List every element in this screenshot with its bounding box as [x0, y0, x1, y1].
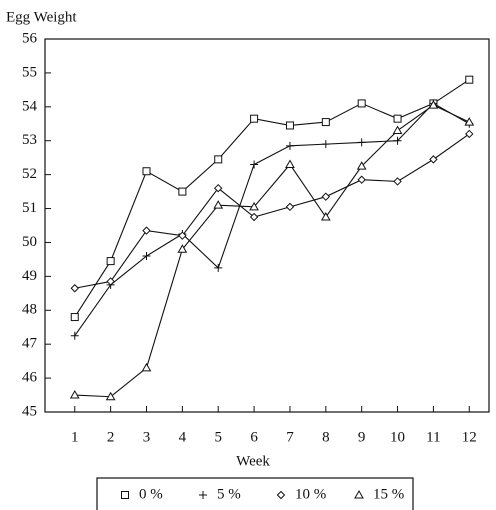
marker: [357, 99, 366, 108]
x-tick-label: 10: [390, 429, 405, 445]
legend-marker: [354, 489, 364, 499]
marker: [465, 75, 474, 84]
plot-frame: [44, 38, 490, 413]
marker: [356, 161, 367, 170]
legend-marker: [199, 491, 207, 499]
y-tick-label: 55: [22, 64, 37, 80]
x-tick-label: 4: [179, 429, 187, 445]
marker: [213, 200, 224, 209]
marker: [429, 155, 438, 164]
x-tick-label: 1: [71, 429, 79, 445]
x-axis-label: Week: [236, 453, 270, 469]
marker: [393, 177, 402, 186]
series-line: [74, 133, 470, 289]
x-tick-label: 12: [462, 429, 477, 445]
y-tick-label: 49: [22, 268, 37, 284]
marker: [178, 231, 187, 240]
legend-box: [96, 477, 414, 510]
marker: [178, 187, 187, 196]
x-tick-label: 5: [214, 429, 222, 445]
marker: [142, 252, 151, 261]
series-line: [74, 102, 470, 337]
x-tick-label: 9: [358, 429, 366, 445]
marker: [70, 284, 79, 293]
y-tick-label: 50: [22, 234, 37, 250]
marker: [105, 391, 116, 401]
legend-label: 15 %: [373, 486, 404, 502]
marker: [69, 390, 80, 399]
x-tick-label: 2: [107, 429, 115, 445]
marker: [214, 155, 223, 164]
marker: [250, 160, 259, 169]
marker: [393, 114, 402, 123]
x-tick-label: 7: [286, 429, 294, 445]
marker: [465, 129, 474, 139]
y-tick-label: 51: [22, 200, 37, 216]
y-tick-label: 48: [22, 302, 37, 318]
marker: [285, 121, 294, 130]
legend-marker: [121, 491, 129, 499]
marker: [464, 117, 475, 126]
y-tick-label: 46: [22, 370, 38, 386]
marker: [321, 140, 330, 149]
y-tick-label: 47: [22, 336, 38, 352]
x-tick-label: 11: [426, 429, 440, 445]
marker: [141, 362, 152, 372]
marker: [249, 201, 259, 211]
marker: [357, 138, 366, 147]
marker: [177, 244, 188, 253]
legend-label: 5 %: [217, 486, 241, 502]
x-tick-label: 3: [143, 429, 151, 445]
marker: [106, 277, 115, 286]
marker: [392, 125, 403, 135]
marker: [249, 212, 259, 222]
y-tick-label: 56: [22, 30, 38, 46]
y-tick-label: 54: [22, 98, 38, 114]
x-tick-label: 8: [322, 429, 330, 445]
marker: [70, 313, 79, 322]
marker: [428, 100, 439, 109]
marker: [321, 118, 330, 127]
marker: [142, 167, 151, 176]
x-tick-label: 6: [250, 429, 258, 445]
legend-label: 10 %: [295, 486, 326, 502]
y-tick-label: 53: [22, 132, 37, 148]
marker: [142, 226, 151, 235]
marker: [106, 257, 115, 266]
legend-label: 0 %: [139, 486, 163, 502]
y-axis-label: Egg Weight: [6, 9, 77, 25]
series-line: [74, 79, 470, 318]
marker: [250, 114, 259, 123]
marker: [393, 136, 402, 145]
marker: [285, 159, 295, 168]
y-tick-label: 52: [22, 166, 37, 182]
marker: [214, 263, 223, 272]
marker: [285, 141, 294, 150]
marker: [214, 183, 223, 193]
marker: [320, 212, 331, 221]
series-line: [74, 104, 470, 398]
marker: [321, 192, 331, 201]
y-tick-label: 45: [22, 403, 37, 419]
marker: [357, 175, 366, 184]
marker: [70, 331, 79, 340]
marker: [285, 202, 295, 212]
legend-marker: [276, 490, 286, 500]
